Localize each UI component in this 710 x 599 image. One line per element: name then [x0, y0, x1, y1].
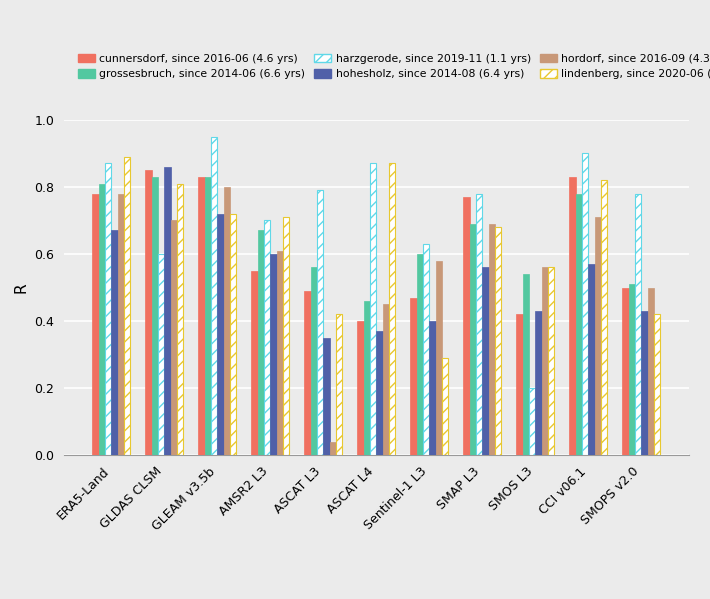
Bar [105, 164, 111, 455]
Bar [469, 224, 476, 455]
Bar [594, 217, 601, 455]
Bar [488, 224, 495, 455]
Bar [264, 220, 271, 455]
Bar [329, 442, 336, 455]
Bar [383, 304, 389, 455]
Bar [317, 190, 323, 455]
Bar [170, 220, 177, 455]
Bar [582, 153, 589, 455]
Bar [99, 183, 105, 455]
Bar [389, 164, 395, 455]
Bar [535, 311, 542, 455]
Bar [601, 180, 607, 455]
Bar [641, 311, 648, 455]
Bar [622, 288, 628, 455]
Bar [529, 388, 535, 455]
Bar [463, 197, 469, 455]
Legend: cunnersdorf, since 2016-06 (4.6 yrs), grossesbruch, since 2014-06 (6.6 yrs), har: cunnersdorf, since 2016-06 (4.6 yrs), gr… [75, 52, 710, 81]
Bar [576, 193, 582, 455]
Bar [251, 271, 258, 455]
Bar [648, 288, 654, 455]
Bar [224, 187, 230, 455]
Bar [305, 291, 310, 455]
Bar [516, 314, 523, 455]
Bar [211, 137, 217, 455]
Bar [423, 244, 430, 455]
Bar [417, 254, 423, 455]
Bar [654, 314, 660, 455]
Bar [364, 301, 370, 455]
Bar [523, 274, 529, 455]
Bar [635, 193, 641, 455]
Bar [92, 193, 99, 455]
Bar [118, 193, 124, 455]
Bar [230, 214, 236, 455]
Bar [589, 264, 594, 455]
Bar [569, 177, 576, 455]
Bar [336, 314, 342, 455]
Bar [548, 267, 555, 455]
Bar [495, 227, 501, 455]
Bar [177, 183, 183, 455]
Bar [436, 261, 442, 455]
Bar [111, 231, 118, 455]
Bar [476, 193, 482, 455]
Bar [152, 177, 158, 455]
Bar [323, 338, 329, 455]
Bar [198, 177, 204, 455]
Bar [164, 167, 170, 455]
Bar [158, 254, 164, 455]
Bar [410, 298, 417, 455]
Bar [310, 267, 317, 455]
Bar [542, 267, 548, 455]
Bar [370, 164, 376, 455]
Bar [124, 157, 131, 455]
Bar [258, 231, 264, 455]
Y-axis label: R: R [13, 282, 28, 293]
Bar [430, 321, 436, 455]
Bar [271, 254, 277, 455]
Bar [482, 267, 488, 455]
Bar [217, 214, 224, 455]
Bar [357, 321, 364, 455]
Bar [628, 284, 635, 455]
Bar [277, 250, 283, 455]
Bar [146, 170, 152, 455]
Bar [204, 177, 211, 455]
Bar [283, 217, 290, 455]
Bar [376, 331, 383, 455]
Bar [442, 358, 448, 455]
